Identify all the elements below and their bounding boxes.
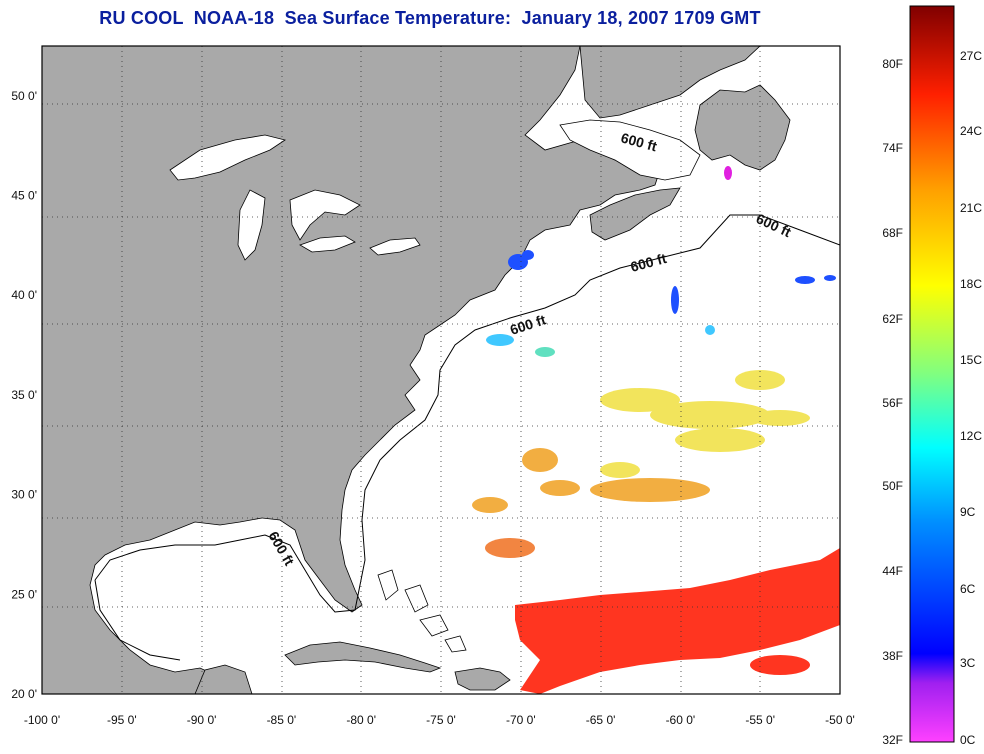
yucatan: [194, 664, 253, 694]
longitude-tick-label: -50 0': [825, 713, 855, 727]
colorbar-fahrenheit-label: 50F: [882, 479, 903, 493]
nova-scotia: [589, 187, 681, 241]
sst-magenta-patch: [724, 166, 732, 180]
colorbar-fahrenheit-labels: 80F 74F 68F 62F 56F 50F 44F 38F 32F: [882, 57, 903, 747]
colorbar-fahrenheit-label: 80F: [882, 57, 903, 71]
longitude-tick-label: -100 0': [24, 713, 60, 727]
latitude-tick-label: 35 0': [11, 388, 37, 402]
bathymetry-600ft-contour: [94, 214, 840, 613]
colorbar-celsius-label: 3C: [960, 656, 976, 670]
colorbar-fahrenheit-label: 44F: [882, 564, 903, 578]
sst-cyan-patch: [486, 325, 715, 357]
bahamas: [377, 569, 467, 653]
colorbar-celsius-label: 6C: [960, 582, 976, 596]
latitude-tick-label: 30 0': [11, 488, 37, 502]
latitude-tick-label: 20 0': [11, 687, 37, 701]
longitude-tick-label: -95 0': [107, 713, 137, 727]
sst-cold-patch: [508, 250, 836, 314]
cuba: [284, 641, 442, 673]
colorbar-fahrenheit-label: 56F: [882, 396, 903, 410]
latitude-tick-label: 40 0': [11, 288, 37, 302]
colorbar-celsius-label: 18C: [960, 277, 982, 291]
colorbar-celsius-label: 0C: [960, 733, 976, 747]
grid-lines: [42, 46, 840, 694]
map-title: RU COOL NOAA-18 Sea Surface Temperature:…: [99, 8, 761, 28]
latitude-tick-label: 50 0': [11, 89, 37, 103]
latitude-tick-label: 25 0': [11, 587, 37, 601]
longitude-tick-label: -75 0': [426, 713, 456, 727]
hispaniola: [454, 667, 511, 691]
longitude-tick-label: -80 0': [346, 713, 376, 727]
colorbar-celsius-label: 21C: [960, 201, 982, 215]
colorbar-fahrenheit-label: 32F: [882, 733, 903, 747]
longitude-tick-label: -65 0': [586, 713, 616, 727]
colorbar-fahrenheit-label: 68F: [882, 226, 903, 240]
latitude-tick-label: 45 0': [11, 189, 37, 203]
longitude-tick-label: -55 0': [745, 713, 775, 727]
bathymetry-600ft-contour-gulf: [94, 579, 181, 661]
colorbar-celsius-label: 15C: [960, 353, 982, 367]
colorbar-celsius-label: 9C: [960, 505, 976, 519]
longitude-tick-label: -70 0': [506, 713, 536, 727]
labrador-coast: [579, 46, 761, 119]
colorbar-celsius-label: 24C: [960, 124, 982, 138]
longitude-tick-label: -90 0': [187, 713, 217, 727]
latitude-tick-labels: 20 0' 25 0' 30 0' 35 0' 40 0' 45 0' 50 0': [11, 89, 37, 701]
colorbar-celsius-labels: 27C 24C 21C 18C 15C 12C 9C 6C 3C 0C: [960, 49, 982, 747]
great-lakes: [169, 134, 421, 261]
sst-red-field: [515, 548, 840, 694]
gulf-st-lawrence: [559, 119, 701, 181]
plot-frame: [41, 45, 841, 695]
longitude-tick-label: -85 0': [267, 713, 297, 727]
sst-orange-field: [472, 448, 710, 558]
colorbar-celsius-label: 27C: [960, 49, 982, 63]
colorbar: [909, 5, 955, 743]
colorbar-fahrenheit-label: 38F: [882, 649, 903, 663]
colorbar-fahrenheit-label: 62F: [882, 312, 903, 326]
colorbar-fahrenheit-label: 74F: [882, 141, 903, 155]
sst-yellow-field: [600, 370, 810, 478]
newfoundland: [694, 84, 791, 171]
colorbar-celsius-label: 12C: [960, 429, 982, 443]
longitude-tick-labels: -100 0' -95 0' -90 0' -85 0' -80 0' -75 0' -70…: [24, 713, 855, 727]
longitude-tick-label: -60 0': [666, 713, 696, 727]
